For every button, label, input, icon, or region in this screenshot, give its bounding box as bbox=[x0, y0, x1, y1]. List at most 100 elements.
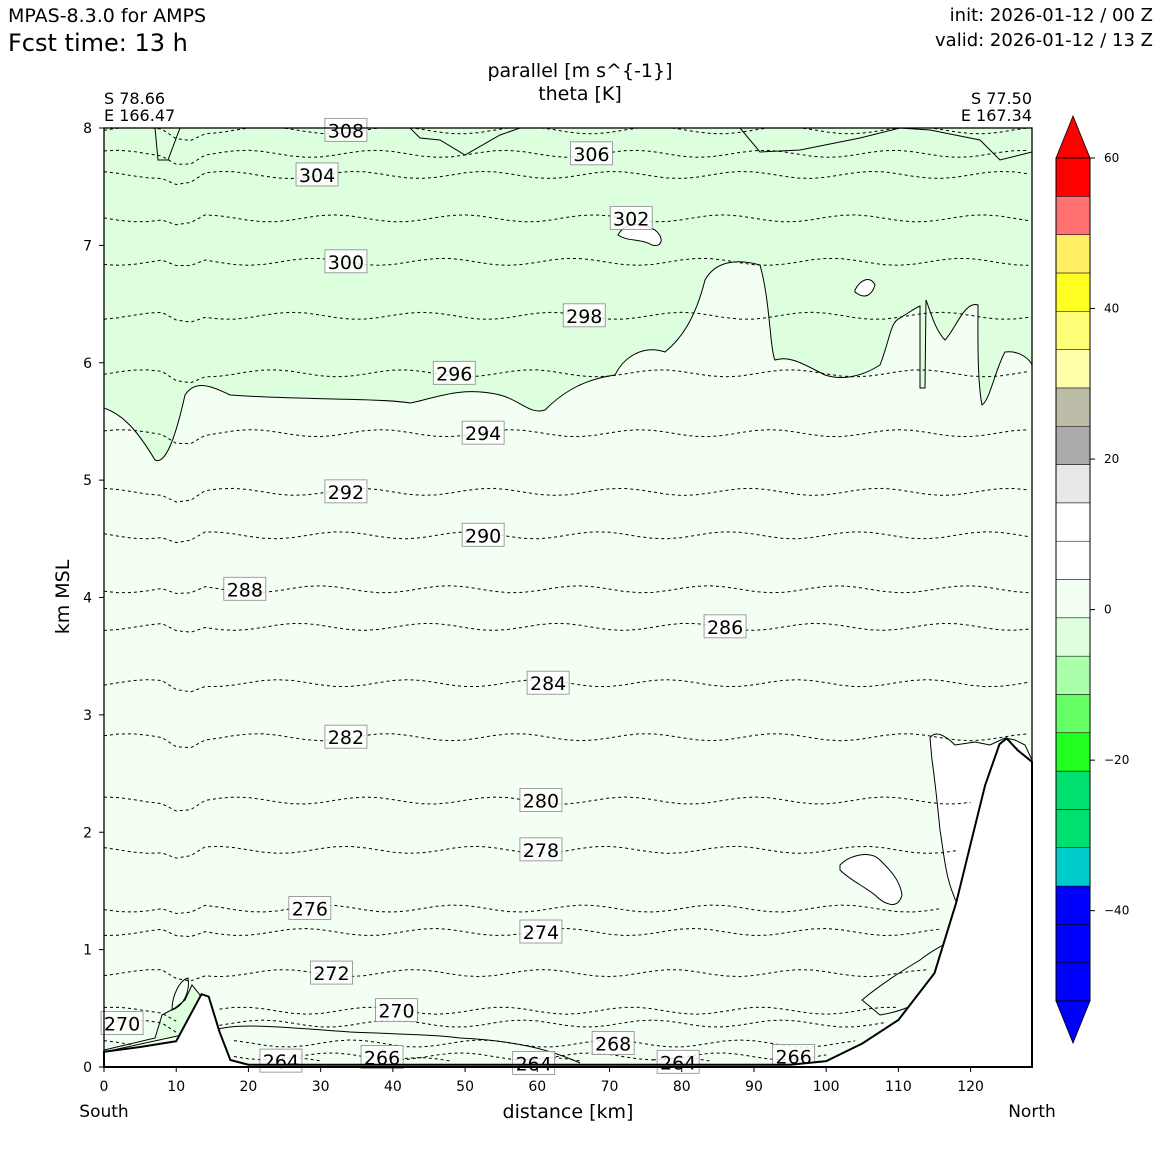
x-tick-label: 10 bbox=[167, 1079, 185, 1095]
y-axis: 0 1 2 3 4 5 6 7 8 bbox=[83, 121, 104, 1076]
theta-label-text: 276 bbox=[292, 899, 328, 921]
theta-contour-line bbox=[104, 733, 1029, 749]
theta-contour-line bbox=[104, 927, 942, 938]
y-tick-label: 2 bbox=[83, 825, 92, 841]
theta-contour-line bbox=[104, 214, 1029, 226]
theta-label-box bbox=[100, 1011, 144, 1035]
colorbar-segment bbox=[1055, 502, 1091, 542]
colorbar-tick-label: 0 bbox=[1104, 603, 1112, 617]
colorbar-segment bbox=[1055, 311, 1091, 350]
y-tick-label: 5 bbox=[83, 473, 92, 489]
theta-label: 282 bbox=[324, 724, 368, 749]
left-endpoint-lon: E 166.47 bbox=[104, 106, 176, 125]
theta-label-box bbox=[432, 360, 476, 385]
theta-label-box bbox=[223, 576, 267, 601]
theta-label-text: 272 bbox=[313, 963, 349, 985]
x-tick-label: 0 bbox=[100, 1079, 109, 1095]
theta-label-text: 286 bbox=[707, 617, 743, 639]
theta-label: 268 bbox=[591, 1031, 635, 1056]
theta-label-text: 306 bbox=[573, 144, 609, 166]
theta-label: 264 bbox=[656, 1049, 700, 1074]
x-tick-label: 90 bbox=[745, 1079, 763, 1095]
theta-label-box bbox=[703, 614, 747, 639]
theta-label-text: 274 bbox=[523, 922, 559, 944]
theta-contour-line bbox=[104, 429, 1029, 445]
theta-contour-line bbox=[104, 149, 1029, 165]
theta-label-text: 288 bbox=[227, 579, 263, 601]
theta-label-text: 278 bbox=[523, 840, 559, 862]
theta-contour-line bbox=[104, 1039, 856, 1048]
x-axis: 0 10 20 30 40 50 60 70 80 90 100 110 120 bbox=[100, 1067, 984, 1095]
colorbar-segment bbox=[1055, 770, 1091, 810]
theta-label: 274 bbox=[519, 919, 563, 944]
theta-contour-line bbox=[104, 622, 1029, 633]
theta-label-text: 308 bbox=[328, 120, 364, 142]
colorbar-segment bbox=[1055, 234, 1091, 274]
theta-label: 294 bbox=[461, 420, 505, 445]
x-tick-label: 60 bbox=[528, 1079, 546, 1095]
theta-label-text: 264 bbox=[263, 1051, 299, 1073]
theta-label-text: 298 bbox=[566, 306, 602, 328]
colorbar-segment bbox=[1055, 157, 1091, 197]
theta-label-text: 302 bbox=[613, 208, 649, 230]
theta-label: 296 bbox=[432, 360, 476, 385]
colorbar-segment bbox=[1055, 847, 1091, 887]
wind-contour-small bbox=[854, 279, 876, 297]
colorbar-segment bbox=[1055, 540, 1091, 580]
theta-label: 302 bbox=[609, 205, 653, 230]
theta-label: 276 bbox=[288, 896, 332, 921]
colorbar-segment bbox=[1055, 349, 1091, 389]
terrain-profile bbox=[103, 737, 1033, 1068]
colorbar-segment bbox=[1055, 617, 1091, 657]
theta-label-box bbox=[519, 788, 563, 812]
theta-contour-line bbox=[104, 311, 1029, 323]
right-endpoint-lon: E 167.34 bbox=[960, 106, 1032, 125]
theta-contour-line bbox=[104, 904, 942, 915]
x-tick-label: 70 bbox=[601, 1079, 619, 1095]
theta-label: 306 bbox=[570, 141, 613, 166]
colorbar-segment bbox=[1055, 885, 1091, 925]
colorbar-extend-low bbox=[1055, 1000, 1091, 1045]
theta-label: 298 bbox=[562, 303, 606, 328]
x-tick-label: 120 bbox=[957, 1079, 984, 1095]
theta-label: 288 bbox=[223, 576, 267, 601]
theta-label: 308 bbox=[324, 117, 368, 142]
theta-label-box bbox=[360, 1045, 404, 1070]
theta-label-text: 268 bbox=[595, 1034, 631, 1056]
valid-time: valid: 2026-01-12 / 13 Z bbox=[935, 30, 1153, 51]
colorbar-segment bbox=[1055, 579, 1091, 619]
chart-title-line2: theta [K] bbox=[538, 83, 622, 105]
x-tick-label: 40 bbox=[384, 1079, 402, 1095]
theta-label: 272 bbox=[310, 960, 353, 985]
colorbar-segment bbox=[1055, 694, 1091, 734]
colorbar-segment bbox=[1055, 387, 1091, 427]
theta-label-box bbox=[310, 960, 353, 985]
theta-label-box bbox=[512, 1051, 556, 1075]
colorbar-tick-label: −40 bbox=[1104, 904, 1129, 918]
theta-label-box bbox=[609, 205, 653, 230]
y-tick-label: 8 bbox=[83, 121, 92, 137]
theta-label: 290 bbox=[461, 522, 505, 547]
theta-label: 284 bbox=[526, 670, 570, 695]
y-tick-label: 3 bbox=[83, 708, 92, 724]
theta-label: 278 bbox=[519, 837, 563, 862]
theta-label-text: 282 bbox=[328, 727, 364, 749]
y-tick-label: 0 bbox=[83, 1060, 92, 1076]
theta-label: 286 bbox=[703, 614, 747, 639]
wind-contour-left-loop bbox=[171, 977, 189, 1011]
north-label: North bbox=[1008, 1102, 1056, 1122]
theta-contour-line bbox=[104, 487, 1029, 503]
theta-label-box bbox=[324, 117, 368, 142]
theta-label-text: 284 bbox=[530, 673, 566, 695]
theta-label-box bbox=[375, 998, 418, 1023]
theta-label-box bbox=[526, 670, 570, 695]
y-tick-label: 7 bbox=[83, 238, 92, 254]
x-tick-label: 80 bbox=[673, 1079, 691, 1095]
wind-contour-patch bbox=[839, 854, 903, 905]
colorbar-segment bbox=[1055, 464, 1091, 504]
x-tick-label: 50 bbox=[456, 1079, 474, 1095]
theta-label: 280 bbox=[519, 788, 563, 813]
colorbar-tick-label: 60 bbox=[1104, 151, 1119, 165]
theta-label-box bbox=[324, 724, 368, 749]
